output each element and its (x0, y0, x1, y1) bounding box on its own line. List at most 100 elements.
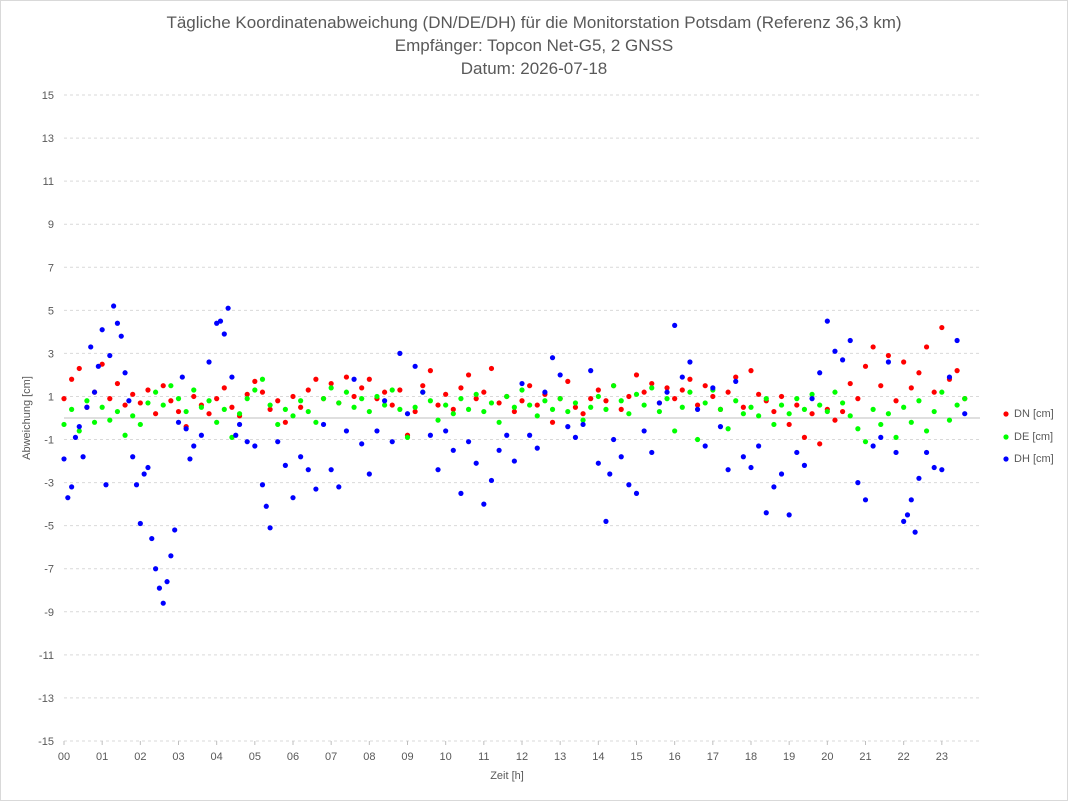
point-de (878, 421, 884, 428)
point-de (99, 404, 105, 410)
x-tick-label: 13 (554, 751, 566, 763)
point-dh (366, 471, 372, 477)
point-de (626, 411, 632, 417)
point-dh (343, 428, 350, 434)
point-de (244, 396, 250, 402)
point-dh (99, 327, 105, 333)
point-dn (328, 380, 334, 387)
y-tick-label: 3 (48, 348, 54, 360)
point-dh (694, 406, 701, 412)
x-tick-label: 11 (478, 751, 489, 763)
point-de (649, 385, 655, 391)
point-de (343, 389, 350, 395)
point-dn (778, 393, 785, 400)
point-dn (313, 376, 319, 382)
point-dh (885, 359, 892, 365)
point-de (267, 402, 273, 408)
point-de (801, 406, 808, 412)
point-dh (778, 471, 785, 477)
point-dn (275, 398, 281, 404)
point-dh (275, 439, 281, 445)
point-de (130, 413, 136, 419)
point-de (817, 402, 823, 408)
point-dh (133, 482, 140, 488)
point-dh (840, 357, 846, 363)
point-dh (149, 535, 155, 542)
point-dh (214, 320, 220, 326)
point-dn (725, 389, 731, 395)
point-dn (603, 398, 609, 404)
point-dh (229, 374, 235, 380)
point-de (611, 383, 617, 389)
point-dh (748, 464, 754, 471)
point-dh (382, 398, 388, 404)
x-tick-label: 01 (96, 751, 108, 763)
point-dh (458, 490, 464, 496)
point-dn (954, 368, 960, 374)
point-dn (908, 385, 914, 391)
point-dh (221, 331, 227, 337)
point-dh (904, 512, 911, 518)
point-de (91, 419, 98, 425)
point-dn (511, 408, 517, 415)
y-tick-label: 7 (48, 262, 54, 274)
point-dn (473, 396, 479, 402)
point-de (618, 398, 624, 404)
point-dh (122, 370, 128, 376)
point-de (641, 402, 647, 408)
point-dh (679, 374, 685, 380)
point-dh (527, 432, 533, 438)
x-tick-label: 05 (249, 751, 261, 763)
point-dh (542, 389, 548, 395)
point-de (740, 411, 746, 417)
point-dh (206, 359, 212, 365)
y-tick-label: -15 (38, 736, 54, 748)
point-dh (565, 424, 571, 430)
point-dh (427, 432, 433, 438)
point-dn (679, 387, 685, 393)
point-dh (328, 467, 334, 473)
point-dn (99, 361, 105, 367)
point-de (458, 396, 464, 402)
point-dn (771, 408, 777, 415)
point-dh (198, 432, 204, 438)
point-de (557, 396, 563, 402)
point-dn (168, 398, 174, 404)
point-dn (420, 383, 426, 389)
point-de (252, 387, 258, 393)
point-dn (588, 396, 594, 402)
point-dh (107, 352, 113, 359)
point-dh (259, 482, 266, 488)
point-de (534, 413, 540, 419)
point-dh (702, 443, 708, 449)
point-dn (282, 419, 288, 425)
point-de (901, 404, 907, 410)
point-dh (786, 512, 792, 518)
point-dn (153, 411, 159, 417)
point-dh (236, 421, 243, 428)
point-de (862, 439, 869, 445)
point-de (908, 419, 914, 425)
x-tick-label: 06 (287, 751, 299, 763)
point-de (702, 400, 708, 406)
x-tick-label: 09 (401, 751, 413, 763)
point-dn (229, 404, 235, 410)
point-dh (862, 497, 869, 503)
point-dh (946, 374, 953, 380)
point-de (84, 398, 90, 404)
point-dn (931, 389, 937, 395)
x-tick-label: 10 (440, 751, 452, 763)
point-dn (878, 383, 884, 389)
point-dn (923, 344, 930, 350)
point-de (229, 434, 235, 440)
x-tick-label: 16 (669, 751, 681, 763)
point-dh (65, 495, 71, 501)
x-tick-label: 23 (936, 751, 948, 763)
x-tick-label: 15 (630, 751, 642, 763)
point-de (153, 389, 159, 395)
legend-label-de: DE [cm] (1014, 431, 1053, 443)
point-dn (809, 411, 815, 417)
point-dh (847, 337, 853, 344)
point-dh (626, 482, 632, 488)
point-dh (305, 467, 311, 473)
